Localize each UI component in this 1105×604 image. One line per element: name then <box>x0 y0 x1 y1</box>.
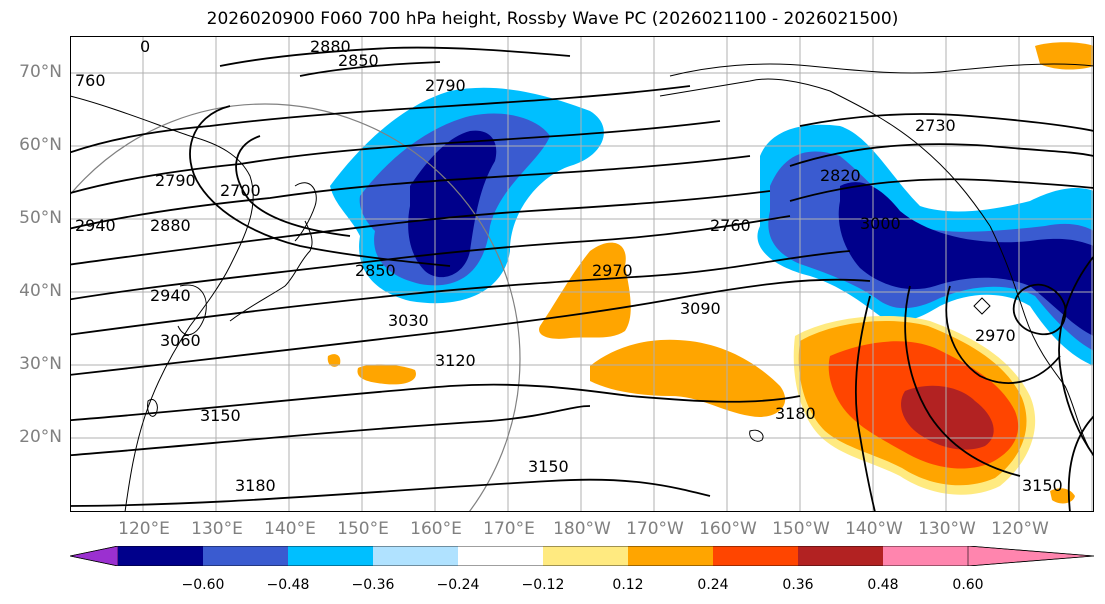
contour-label: 2970 <box>592 261 633 280</box>
contour-label: 3150 <box>200 406 241 425</box>
lon-label: 170°W <box>626 519 684 539</box>
negative-anomaly-dark-west <box>408 130 497 278</box>
colorbar-bin <box>883 546 968 566</box>
lon-label: 160°W <box>699 519 757 539</box>
lat-label: 30°N <box>19 354 62 374</box>
colorbar-tick-label: 0.12 <box>612 577 644 593</box>
positive-anomaly-patch-tiny <box>327 354 341 367</box>
contour-label: 2940 <box>150 286 191 305</box>
contour-label: 2790 <box>425 76 466 95</box>
height-contours <box>70 46 1094 512</box>
region-circle <box>70 103 521 512</box>
map-title: 2026020900 F060 700 hPa height, Rossby W… <box>206 9 899 29</box>
contour-label: 2820 <box>820 166 861 185</box>
contour-label: 2880 <box>150 216 191 235</box>
negative-anomaly-dark-east <box>838 182 1094 336</box>
lat-label: 50°N <box>19 208 62 228</box>
contour-label: 3180 <box>775 404 816 423</box>
lat-label: 70°N <box>19 62 62 82</box>
colorbar-bin <box>288 546 373 566</box>
lon-label: 120°E <box>118 519 170 539</box>
lat-label: 60°N <box>19 135 62 155</box>
coast-arctic <box>669 63 1094 77</box>
lon-label: 130°W <box>918 519 976 539</box>
colorbar-tick-label: 0.48 <box>867 577 899 593</box>
contour-label: 3000 <box>860 214 901 233</box>
contour-label: 3060 <box>160 331 201 350</box>
lon-label: 170°E <box>483 519 535 539</box>
contour-label: 3030 <box>388 311 429 330</box>
colorbar-tick-label: −0.36 <box>351 577 395 593</box>
contour-label: 2700 <box>220 181 261 200</box>
coast-east-asia <box>70 95 254 512</box>
map-panel[interactable]: 2880 2850 2790 2760 2730 2820 2700 2790 … <box>70 36 1094 512</box>
colorbar-bin <box>543 546 628 566</box>
lon-label: 150°E <box>337 519 389 539</box>
colorbar-tick-label: 0.24 <box>697 577 729 593</box>
coast-north-america <box>989 225 1094 457</box>
colorbar-extend-low <box>69 545 119 567</box>
contour-label: 2850 <box>338 51 379 70</box>
contour-label: 2730 <box>915 116 956 135</box>
colorbar-extend-high <box>967 545 1095 567</box>
lon-label: 150°W <box>772 519 830 539</box>
contour-label: 3150 <box>528 457 569 476</box>
shading-layer <box>327 42 1094 504</box>
positive-anomaly-arctic <box>1035 42 1094 70</box>
map-canvas: 2880 2850 2790 2760 2730 2820 2700 2790 … <box>70 36 1094 512</box>
contour-label: 2880 <box>310 37 351 56</box>
positive-anomaly-south <box>590 339 786 417</box>
lon-label: 160°E <box>410 519 462 539</box>
lon-label: 180°W <box>553 519 611 539</box>
colorbar-bin <box>628 546 713 566</box>
coast-alaska <box>659 78 991 227</box>
coast-taiwan <box>147 399 158 417</box>
contour-label: 2940 <box>75 216 116 235</box>
coast-hawaii <box>749 429 764 442</box>
lon-label: 130°E <box>191 519 243 539</box>
colorbar-bin <box>458 546 543 566</box>
colorbar-tick-label: −0.24 <box>436 577 480 593</box>
lat-label: 40°N <box>19 281 62 301</box>
contour-label: 3090 <box>680 299 721 318</box>
contour-label: 3180 <box>235 476 276 495</box>
colorbar-tick-label: −0.60 <box>181 577 225 593</box>
colorbar-tick-label: 0.36 <box>782 577 814 593</box>
colorbar-tick-label: 0.60 <box>952 577 984 593</box>
colorbar-tick-label: −0.48 <box>266 577 310 593</box>
contour-labels: 2880 2850 2790 2760 2730 2820 2700 2790 … <box>75 37 1063 495</box>
lon-label: 140°E <box>264 519 316 539</box>
contour-label: 3150 <box>1022 476 1063 495</box>
colorbar-bin <box>203 546 288 566</box>
lon-label: 140°W <box>845 519 903 539</box>
positive-anomaly-mid <box>539 242 631 339</box>
contour-label: 2760 <box>710 216 751 235</box>
colorbar-bin <box>713 546 798 566</box>
lon-label: 120°W <box>991 519 1049 539</box>
contour-label: 2970 <box>975 326 1016 345</box>
island-ocean-marker <box>973 297 991 315</box>
colorbar-bin <box>373 546 458 566</box>
colorbar-bin <box>118 546 203 566</box>
colorbar-tick-label: −0.12 <box>521 577 565 593</box>
colorbar-bin <box>798 546 883 566</box>
contour-label: 760 <box>75 71 106 90</box>
colorbar-svg <box>69 545 1095 567</box>
coastlines <box>70 63 1094 512</box>
colorbar <box>69 545 1095 567</box>
contour-label: 2790 <box>155 171 196 190</box>
coast-korea <box>177 284 207 336</box>
positive-anomaly-patch-small <box>357 364 416 385</box>
lat-label: 20°N <box>19 427 62 447</box>
positive-anomaly-darkest-east <box>901 385 994 450</box>
contour-label: 2850 <box>355 261 396 280</box>
graticule <box>70 36 1094 512</box>
contour-label: 0 <box>140 37 150 56</box>
contour-label: 3120 <box>435 351 476 370</box>
